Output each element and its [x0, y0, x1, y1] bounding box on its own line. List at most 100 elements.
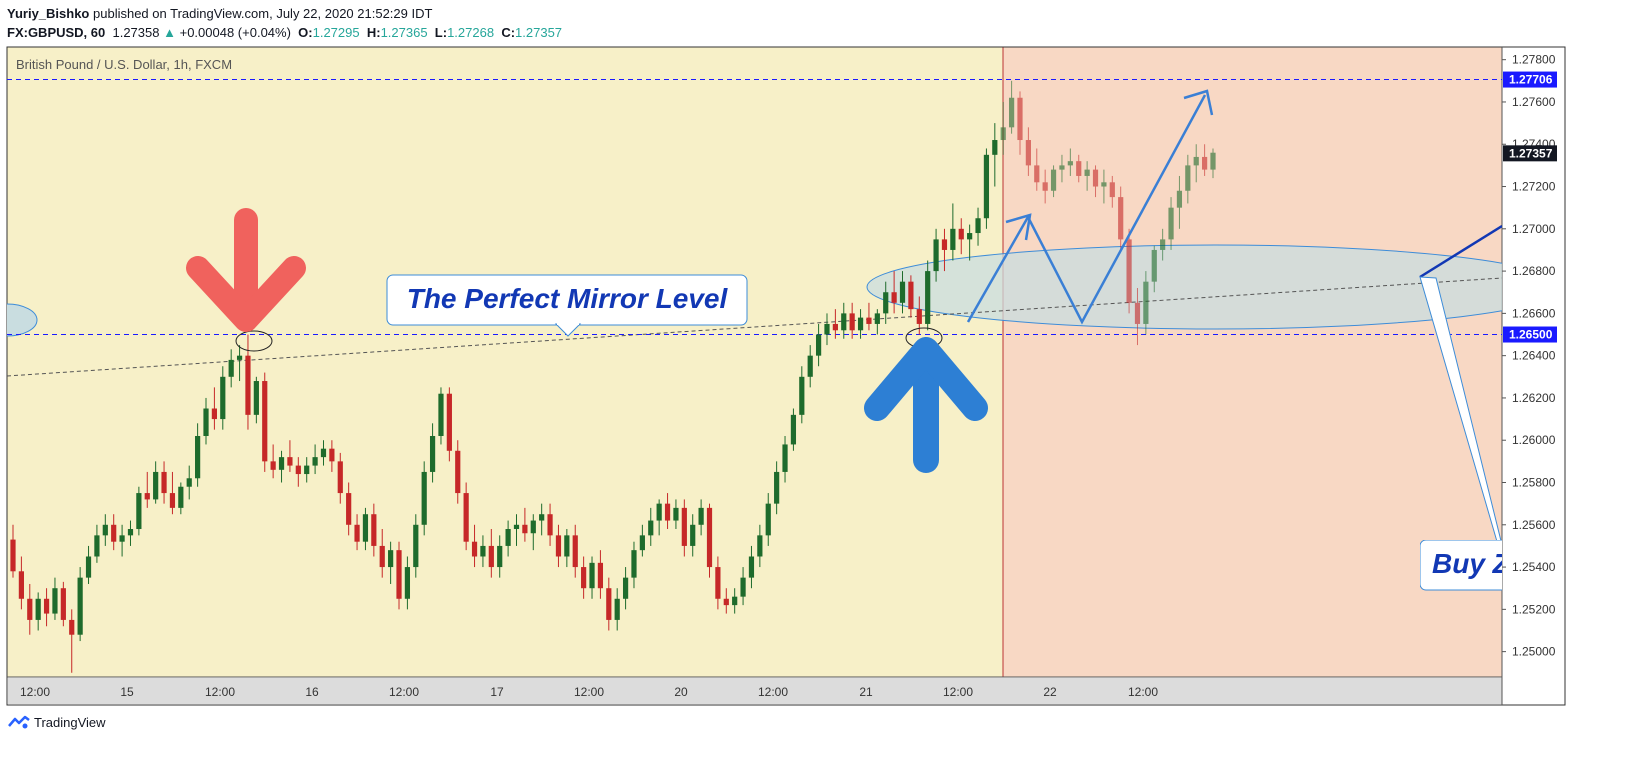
candle[interactable]	[1126, 228, 1132, 314]
candle[interactable]	[1092, 165, 1099, 198]
candle[interactable]	[161, 461, 167, 504]
candle[interactable]	[94, 524, 100, 563]
candle[interactable]	[832, 309, 838, 339]
candle[interactable]	[413, 514, 419, 578]
candle[interactable]	[1017, 91, 1023, 155]
candle[interactable]	[690, 514, 696, 557]
candle[interactable]	[706, 503, 713, 578]
candle[interactable]	[421, 461, 427, 536]
candle[interactable]	[891, 271, 897, 314]
candle[interactable]	[824, 313, 830, 346]
candle[interactable]	[203, 397, 209, 445]
candle[interactable]	[295, 457, 301, 487]
candle[interactable]	[480, 535, 486, 568]
candle[interactable]	[933, 228, 939, 282]
candle[interactable]	[1193, 144, 1199, 183]
candle[interactable]	[530, 514, 536, 551]
candle[interactable]	[127, 520, 134, 546]
mirror-level-callout[interactable]: The Perfect Mirror Level	[386, 274, 748, 337]
candle[interactable]	[396, 541, 402, 610]
candle[interactable]	[1076, 154, 1082, 183]
candle[interactable]	[774, 461, 780, 515]
candle[interactable]	[555, 524, 562, 568]
candle[interactable]	[664, 493, 671, 530]
candle[interactable]	[815, 323, 822, 367]
candle[interactable]	[908, 275, 914, 318]
candle[interactable]	[1202, 144, 1208, 176]
candle[interactable]	[220, 366, 226, 430]
left-zone-ellipse[interactable]	[0, 303, 38, 337]
candle[interactable]	[597, 550, 604, 599]
time-axis[interactable]	[8, 678, 1502, 704]
candle[interactable]	[304, 457, 310, 483]
candle[interactable]	[899, 271, 906, 314]
candle[interactable]	[857, 309, 864, 339]
candle[interactable]	[136, 486, 142, 536]
candle[interactable]	[790, 408, 797, 451]
candle[interactable]	[1084, 161, 1090, 191]
candle[interactable]	[278, 450, 285, 483]
candle[interactable]	[723, 588, 729, 614]
candle[interactable]	[178, 482, 184, 515]
candle[interactable]	[1025, 127, 1031, 176]
candle[interactable]	[757, 524, 763, 568]
candle[interactable]	[950, 203, 956, 261]
candle[interactable]	[388, 541, 394, 584]
candle[interactable]	[648, 507, 654, 546]
candle[interactable]	[782, 435, 788, 483]
candle[interactable]	[379, 529, 385, 578]
candle[interactable]	[673, 499, 679, 530]
dashed-trendline[interactable]	[7, 277, 1502, 377]
candle[interactable]	[1101, 169, 1107, 204]
candle[interactable]	[606, 577, 612, 631]
candle[interactable]	[581, 556, 587, 599]
mirror-zone-ellipse[interactable]	[866, 244, 1563, 330]
candle[interactable]	[547, 503, 553, 546]
candle[interactable]	[329, 440, 335, 472]
candle[interactable]	[799, 366, 805, 424]
candle[interactable]	[698, 499, 704, 536]
candle[interactable]	[958, 218, 964, 255]
candle[interactable]	[18, 556, 24, 610]
candle[interactable]	[1160, 228, 1166, 261]
candle[interactable]	[983, 148, 990, 229]
candle[interactable]	[10, 524, 16, 578]
candle[interactable]	[488, 529, 494, 578]
candle[interactable]	[681, 499, 687, 557]
candle[interactable]	[740, 567, 746, 606]
candle[interactable]	[572, 524, 578, 578]
candle[interactable]	[43, 588, 50, 627]
candle[interactable]	[195, 423, 201, 487]
candle[interactable]	[1185, 154, 1191, 204]
candle[interactable]	[1118, 186, 1124, 250]
candle[interactable]	[1109, 175, 1115, 208]
candle[interactable]	[77, 567, 83, 642]
candle[interactable]	[371, 503, 377, 557]
candle[interactable]	[513, 514, 520, 546]
candle[interactable]	[656, 499, 662, 536]
high-marker-ellipse[interactable]	[235, 330, 273, 352]
candle[interactable]	[1210, 148, 1216, 179]
candle[interactable]	[228, 349, 234, 388]
candle[interactable]	[849, 302, 855, 339]
footer-brand[interactable]: TradingView	[34, 714, 106, 730]
candle[interactable]	[102, 514, 108, 546]
candle[interactable]	[505, 520, 511, 557]
candle[interactable]	[1143, 271, 1149, 335]
candle[interactable]	[925, 260, 931, 331]
candle[interactable]	[144, 471, 150, 508]
candle[interactable]	[471, 524, 478, 568]
candle[interactable]	[35, 592, 41, 631]
candle[interactable]	[69, 609, 75, 673]
candle[interactable]	[1134, 288, 1141, 346]
candle[interactable]	[404, 556, 411, 610]
candle[interactable]	[27, 583, 33, 635]
candle[interactable]	[883, 281, 889, 324]
candle[interactable]	[1034, 148, 1040, 191]
candle[interactable]	[270, 444, 276, 479]
candle[interactable]	[455, 440, 461, 504]
candle[interactable]	[765, 493, 771, 546]
candle[interactable]	[52, 577, 58, 620]
candle[interactable]	[564, 529, 570, 568]
